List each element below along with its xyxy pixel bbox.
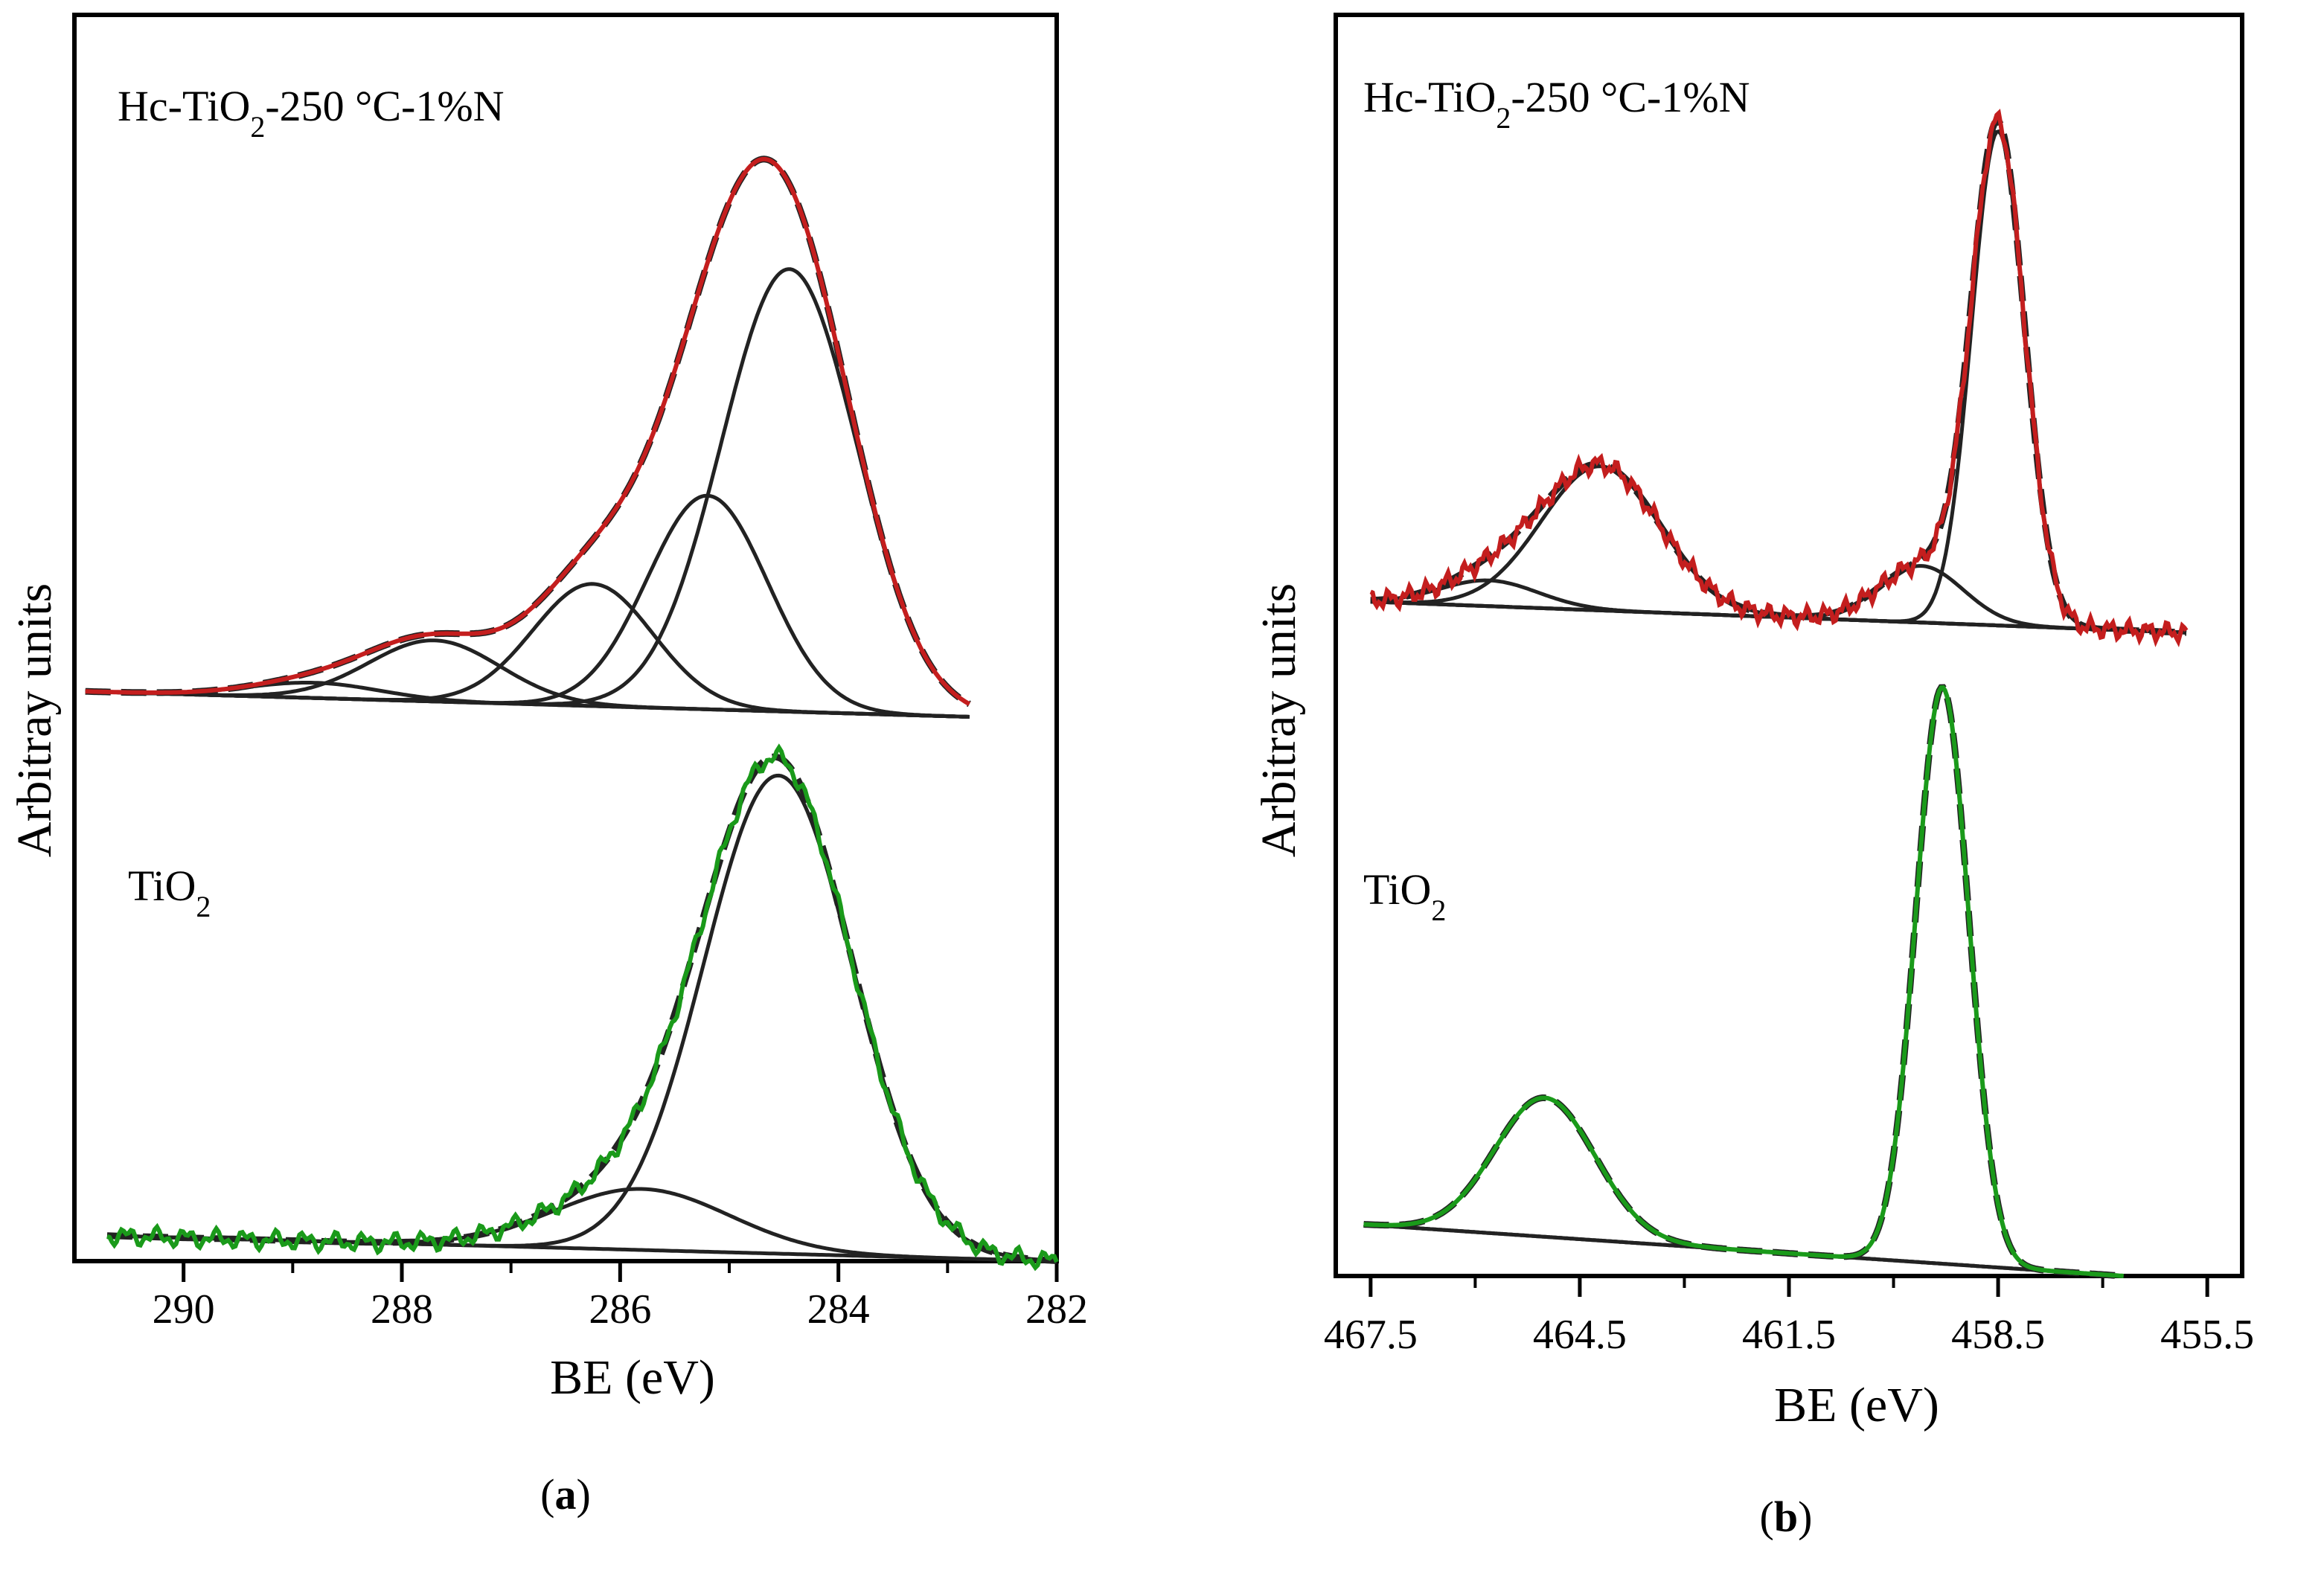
panel-a-spectrum-1-fit-envelope: [106, 753, 1057, 1264]
panel-b-spectrum-1-component-0: [1363, 685, 2124, 1278]
panel-a-c1s-spectrum: 290 288 286 284 282 Hc-TiO2-250 °C-1%N TiO2 …: [7, 13, 1088, 1519]
panel-b-bottom-label: TiO2: [1363, 865, 1446, 927]
panel-a-spectrum-1-data: [106, 743, 1059, 1272]
panel-b-curves: [1363, 109, 2189, 1280]
panel-b-x-axis-label: BE (eV): [1774, 1378, 1939, 1432]
panel-a-spectrum-0-data: [85, 156, 971, 706]
panel-b-y-axis-label: Arbitray units: [1252, 583, 1306, 857]
panel-b-spectrum-1-fit-envelope: [1363, 684, 2125, 1280]
panel-b-tick-label: 467.5: [1324, 1312, 1418, 1358]
panel-b-caption-letter: b: [1774, 1493, 1798, 1541]
panel-b-spectrum-0-data: [1369, 109, 2189, 647]
panel-a-tick-label: 290: [153, 1286, 215, 1333]
panel-a-x-ticks: 290 288 286 284 282: [153, 1261, 1088, 1333]
panel-b-top-label: Hc-TiO2-250 °C-1%N: [1363, 73, 1750, 135]
panel-a-tick-label: 284: [807, 1286, 870, 1333]
panel-a-tick-label: 286: [589, 1286, 651, 1333]
panel-a-top-label-sub: 2: [250, 110, 265, 144]
panel-a-caption: (a): [540, 1470, 591, 1519]
panel-b-bottom-label-sub: 2: [1431, 894, 1446, 927]
panel-a-top-label-main: Hc-TiO: [118, 82, 250, 130]
panel-a-top-label-rest: -250 °C-1%N: [265, 82, 504, 130]
panel-b-x-ticks: 467.5 464.5 461.5 458.5 455.5: [1324, 1276, 2254, 1358]
panel-a-caption-letter: a: [555, 1470, 577, 1519]
panel-a-spectrum-0-fit-envelope: [85, 156, 971, 708]
panel-b-top-label-rest: -250 °C-1%N: [1511, 73, 1750, 121]
panel-b-frame: [1334, 13, 2244, 1278]
panel-b-tick-label: 458.5: [1951, 1312, 2045, 1358]
panel-b-ti2p-spectrum: 467.5 464.5 461.5 458.5 455.5 Hc-TiO2-250 °C…: [1252, 13, 2254, 1541]
panel-b-top-label-sub: 2: [1496, 101, 1511, 135]
panel-a-frame: [72, 13, 1059, 1263]
panel-a-curves: [85, 156, 1059, 1272]
panel-b-caption: (b): [1760, 1493, 1813, 1541]
panel-a-y-axis-label: Arbitray units: [7, 583, 62, 857]
panel-a-spectrum-0-component-2: [85, 582, 970, 719]
panel-a-tick-label: 288: [371, 1286, 433, 1333]
panel-a-bottom-label-main: TiO: [128, 862, 196, 910]
panel-b-tick-label: 461.5: [1742, 1312, 1836, 1358]
panel-b-bottom-label-main: TiO: [1363, 865, 1431, 914]
panel-b-tick-label: 455.5: [2160, 1312, 2254, 1358]
panel-a-bottom-label: TiO2: [128, 862, 211, 923]
panel-b-tick-label: 464.5: [1533, 1312, 1627, 1358]
panel-a-bottom-label-sub: 2: [196, 890, 211, 923]
panel-a-x-axis-label: BE (eV): [550, 1350, 715, 1405]
panel-a-spectrum-1-component-1: [106, 1187, 1057, 1263]
panel-a-top-label: Hc-TiO2-250 °C-1%N: [118, 82, 505, 144]
panel-b-spectrum-1-data: [1363, 685, 2124, 1278]
panel-a-tick-label: 282: [1025, 1286, 1088, 1333]
panel-b-top-label-main: Hc-TiO: [1363, 73, 1496, 121]
